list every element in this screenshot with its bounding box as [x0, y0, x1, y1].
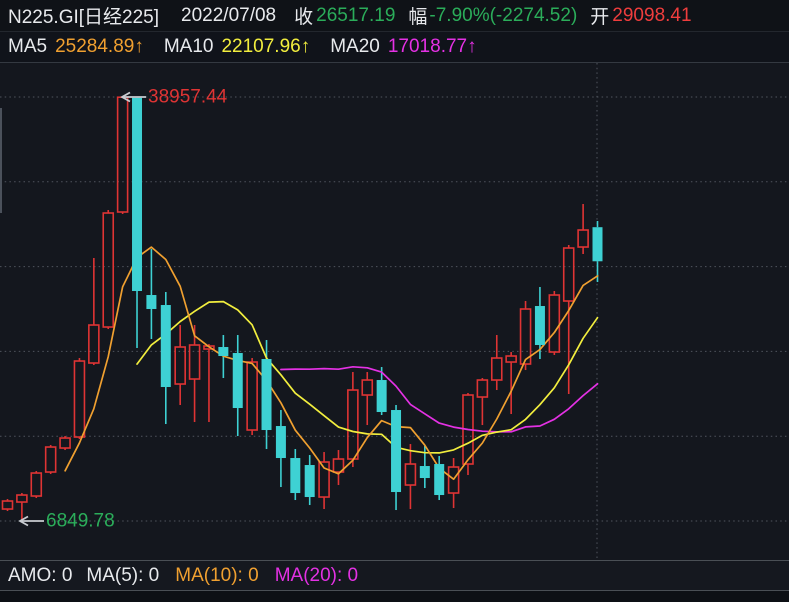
open-value: 29098.41 [612, 4, 692, 26]
footer-ma5-value: MA(5): 0 [86, 564, 160, 586]
candlestick-chart[interactable]: 38957.44 6849.78 [0, 63, 789, 560]
footer-ma10-value: MA(10): 0 [175, 564, 259, 586]
ma10-label: MA10 [163, 36, 214, 57]
open-label: 开 [590, 7, 610, 28]
ma-indicator-bar: MA5 25284.89↑ MA10 22107.96↑ MA20 17018.… [0, 32, 789, 63]
ma20-label: MA20 [330, 36, 380, 57]
close-label: 收 [294, 7, 314, 28]
quote-date: 2022/07/08 [181, 4, 277, 26]
quote-header-bar: N225.GI[日经225] 2022/07/08 收 26517.19 幅 -… [0, 0, 789, 32]
footer-ma20-value: MA(20): 0 [274, 564, 359, 586]
ma5-value: 25284.89↑ [55, 36, 144, 57]
change-label: 幅 [408, 7, 428, 28]
ma10-value: 22107.96↑ [221, 36, 311, 57]
ma20-value: 17018.77↑ [387, 36, 477, 57]
change-value: -7.90%(-2274.52) [429, 4, 578, 26]
chart-area: 38957.44 6849.78 [0, 63, 789, 560]
left-scrollbar-thumb[interactable] [0, 108, 2, 213]
symbol-title: N225.GI[日经225] [8, 7, 160, 28]
close-value: 26517.19 [316, 4, 396, 26]
amo-value: AMO: 0 [8, 564, 73, 586]
ma5-label: MA5 [8, 36, 48, 57]
svg-text:6849.78: 6849.78 [46, 511, 115, 532]
indicator-footer-bar: AMO: 0 MA(5): 0 MA(10): 0 MA(20): 0 [0, 560, 789, 591]
svg-text:38957.44: 38957.44 [148, 87, 228, 108]
bottom-strip [0, 591, 789, 602]
